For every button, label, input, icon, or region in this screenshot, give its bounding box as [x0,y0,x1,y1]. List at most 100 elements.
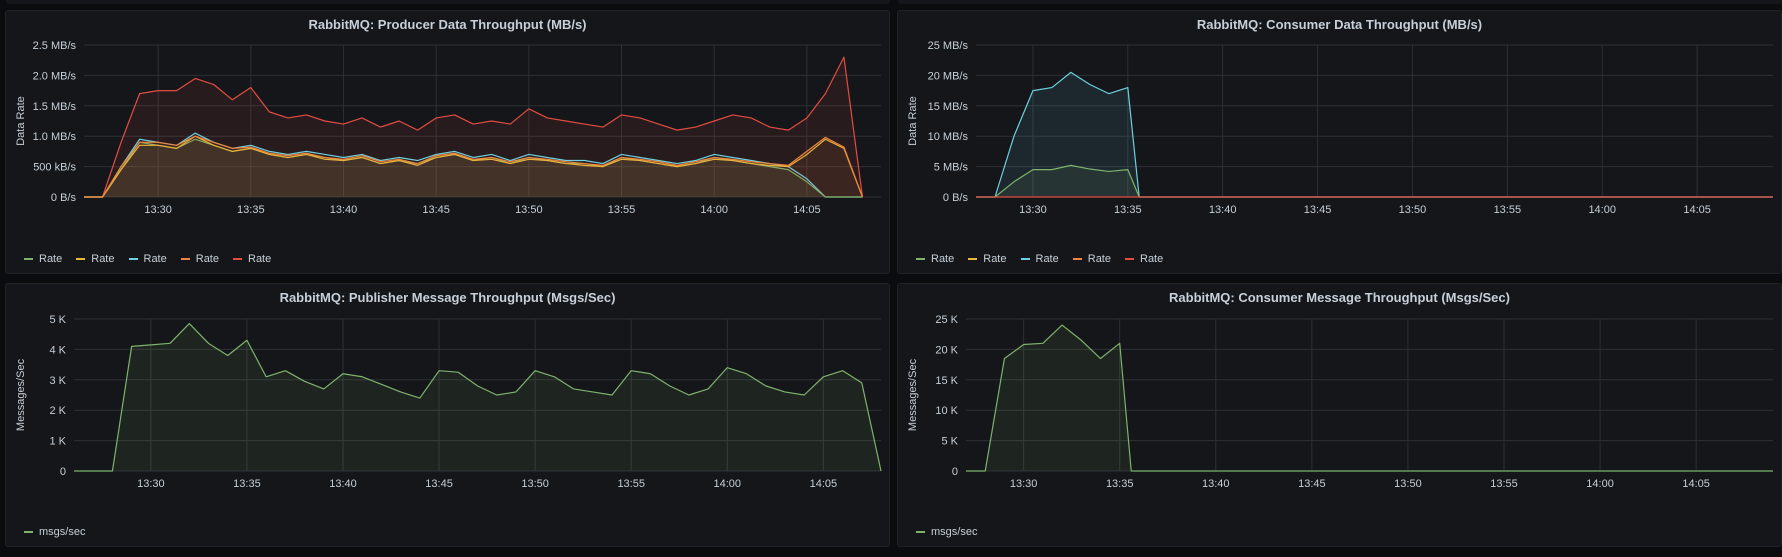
legend-label: Rate [91,253,115,265]
legend-item[interactable]: Rate [916,253,954,265]
x-tick-label: 13:35 [233,478,261,490]
series-line [74,322,882,472]
chart-legend: Rate Rate Rate Rate Rate [24,253,271,265]
y-tick-label: 20 MB/s [928,70,969,82]
legend-label: Rate [248,253,272,265]
consumer-message-throughput-panel: RabbitMQ: Consumer Message Throughput (M… [897,283,1782,547]
series-line [84,135,864,198]
top-strip [0,0,1782,8]
legend-swatch [916,258,925,260]
series-line [84,56,864,198]
x-tick-label: 14:00 [1586,478,1614,490]
panel-title[interactable]: RabbitMQ: Producer Data Throughput (MB/s… [308,17,587,32]
x-tick-label: 13:55 [608,204,636,216]
legend-item[interactable]: Rate [233,253,271,265]
legend-label: msgs/sec [931,526,978,538]
chart-legend: msgs/sec [24,526,85,538]
legend-item[interactable]: Rate [968,253,1007,265]
y-axis-label: Data Rate [907,96,919,146]
legend-label: Rate [143,253,167,265]
legend-item[interactable]: Rate [180,253,219,265]
x-tick-label: 14:00 [1588,204,1616,216]
series-area [84,139,863,197]
x-tick-label: 14:05 [1683,204,1711,216]
legend-label: Rate [195,253,219,265]
legend-swatch [128,258,138,260]
series-area [74,323,881,471]
legend-swatch [1072,258,1082,260]
x-tick-label: 13:35 [1106,478,1134,490]
y-axis-label: Data Rate [15,96,27,146]
publisher-messages-chart[interactable]: 0 1 K 2 K 3 K 4 K 5 K 13:30 13:35 13:40 13:45 13:5… [6,284,891,548]
legend-item[interactable]: Rate [1020,253,1059,265]
series-area [976,165,1773,197]
x-tick-label: 13:50 [1394,478,1422,490]
x-tick-label: 13:50 [515,204,543,216]
panel-title[interactable]: RabbitMQ: Consumer Message Throughput (M… [1169,290,1510,305]
y-axis-label: Messages/Sec [907,358,919,431]
series-area [966,325,1773,471]
x-tick-label: 13:30 [144,204,172,216]
x-tick-label: 13:40 [1202,478,1230,490]
x-tick-label: 14:00 [700,204,728,216]
x-tick-label: 13:35 [237,204,265,216]
y-tick-label: 15 MB/s [928,101,969,113]
y-tick-label: 5 K [49,314,66,326]
legend-swatch [1020,258,1030,260]
y-tick-label: 25 MB/s [928,40,969,52]
legend-swatch [1125,258,1134,260]
previous-panel-edge-right [898,0,1782,4]
y-tick-label: 0 [60,466,66,478]
y-tick-label: 2.0 MB/s [33,70,77,82]
legend-item[interactable]: msgs/sec [916,526,977,538]
series-line [976,164,1773,198]
producer-data-chart[interactable]: 0 B/s 500 kB/s 1.0 MB/s 1.5 MB/s 2.0 MB/s 2.5… [6,11,891,275]
x-tick-label: 13:40 [1209,204,1237,216]
legend-label: Rate [1087,253,1111,265]
x-tick-label: 13:45 [1298,478,1326,490]
y-tick-label: 0 B/s [943,192,969,204]
x-tick-label: 13:50 [521,478,549,490]
legend-swatch [916,531,925,533]
y-tick-label: 5 K [941,436,958,448]
x-tick-label: 13:40 [330,204,358,216]
legend-label: msgs/sec [39,526,86,538]
y-tick-label: 2 K [49,405,66,417]
x-tick-label: 13:35 [1114,204,1142,216]
y-tick-label: 4 K [49,344,66,356]
panel-title[interactable]: RabbitMQ: Consumer Data Throughput (MB/s… [1196,17,1483,32]
legend-label: Rate [983,253,1007,265]
x-tick-label: 13:45 [422,204,450,216]
series-line [966,324,1773,472]
legend-item[interactable]: Rate [1125,253,1163,265]
y-tick-label: 1.0 MB/s [33,131,77,143]
legend-item[interactable]: Rate [128,253,167,265]
x-tick-label: 14:05 [793,204,821,216]
publisher-message-throughput-panel: RabbitMQ: Publisher Message Throughput (… [5,283,890,547]
y-tick-label: 1 K [49,436,66,448]
y-axis-label: Messages/Sec [15,358,27,431]
y-tick-label: 5 MB/s [934,162,969,174]
consumer-data-chart[interactable]: 0 B/s 5 MB/s 10 MB/s 15 MB/s 20 MB/s 25 MB/s 1… [898,11,1782,275]
series-line [976,71,1773,198]
x-tick-label: 13:55 [1494,204,1522,216]
x-tick-label: 13:55 [1490,478,1518,490]
x-tick-label: 13:30 [137,478,165,490]
chart-legend: Rate Rate Rate Rate Rate [916,253,1163,265]
chart-legend: msgs/sec [916,526,977,538]
y-tick-label: 20 K [935,344,958,356]
consumer-messages-chart[interactable]: 0 5 K 10 K 15 K 20 K 25 K 13:30 13:35 13:40 13:45… [898,284,1782,548]
y-tick-label: 2.5 MB/s [33,40,77,52]
legend-item[interactable]: Rate [76,253,115,265]
panel-title[interactable]: RabbitMQ: Publisher Message Throughput (… [279,290,616,305]
legend-item[interactable]: msgs/sec [24,526,85,538]
y-tick-label: 0 B/s [51,192,77,204]
legend-item[interactable]: Rate [24,253,62,265]
y-tick-label: 500 kB/s [33,162,76,174]
x-tick-label: 14:05 [810,478,838,490]
legend-swatch [76,258,86,260]
legend-swatch [233,258,242,260]
previous-panel-edge-left [6,0,890,4]
legend-item[interactable]: Rate [1072,253,1111,265]
legend-label: Rate [1140,253,1164,265]
